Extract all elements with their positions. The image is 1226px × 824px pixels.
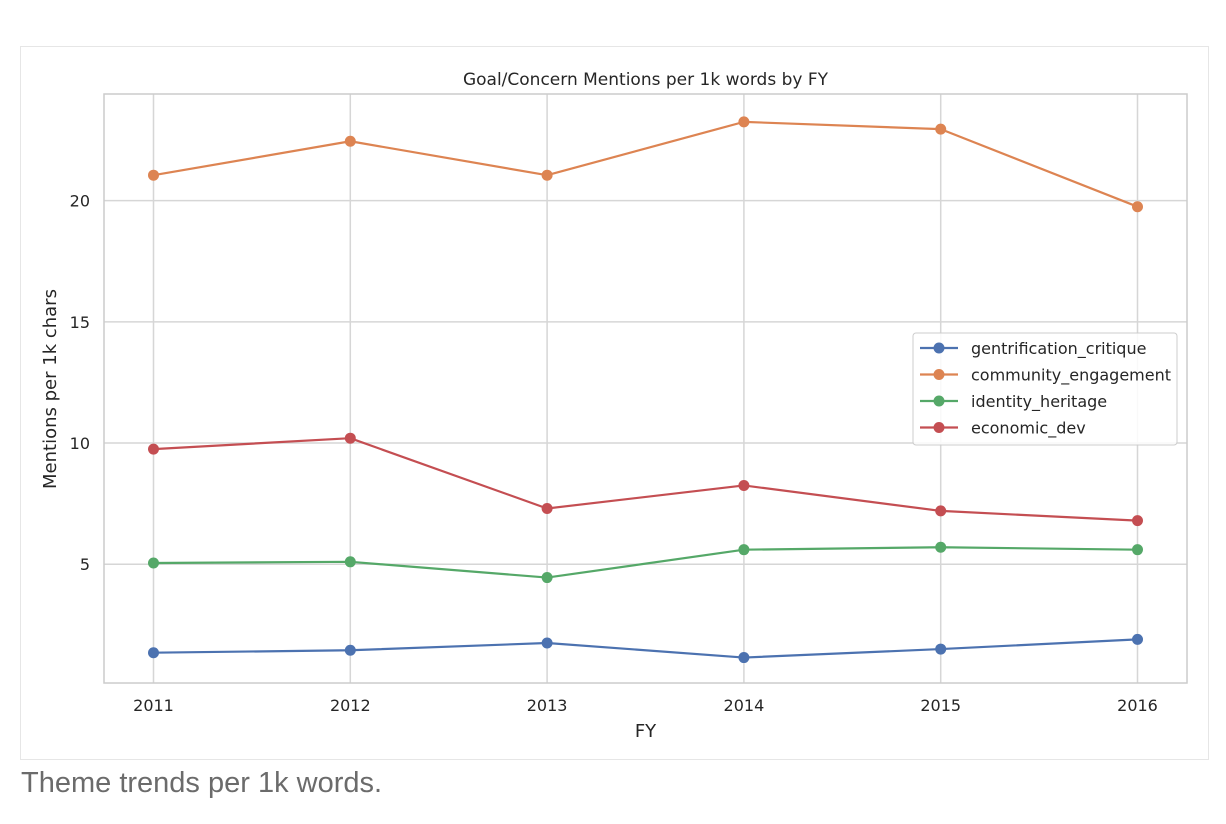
data-point xyxy=(738,544,750,556)
data-point xyxy=(541,572,553,584)
y-tick-label: 20 xyxy=(70,192,90,211)
data-point xyxy=(738,479,750,491)
data-point xyxy=(935,541,947,553)
y-tick-label: 5 xyxy=(80,555,90,574)
data-point xyxy=(148,169,159,181)
series-line xyxy=(153,546,1138,579)
y-tick-label: 15 xyxy=(70,313,90,332)
data-point xyxy=(935,505,947,517)
data-point xyxy=(935,123,947,135)
series-line xyxy=(153,437,1138,522)
y-tick-label: 10 xyxy=(70,434,90,453)
data-point xyxy=(344,644,356,656)
x-tick-label: 2014 xyxy=(724,696,765,715)
legend-label: community_engagement xyxy=(971,366,1171,386)
legend-entry: identity_heritage xyxy=(920,392,1107,412)
series-gentrification-critique xyxy=(148,633,1143,664)
data-point xyxy=(1132,515,1143,527)
data-point xyxy=(148,557,159,569)
series-economic-dev xyxy=(148,432,1143,527)
data-point xyxy=(1132,544,1143,556)
data-point xyxy=(541,637,553,649)
axes-frame xyxy=(103,93,1188,684)
legend-entry: economic_dev xyxy=(920,419,1086,439)
legend-box xyxy=(912,332,1178,446)
legend-marker xyxy=(933,342,945,354)
legend-entries: gentrification_critique community_engagem… xyxy=(920,339,1171,439)
x-tick-label: 2011 xyxy=(133,696,174,715)
data-point xyxy=(1132,633,1143,645)
series-community-engagement xyxy=(148,116,1143,213)
x-axis-label: FY xyxy=(635,721,657,742)
legend-entry: gentrification_critique xyxy=(920,339,1146,359)
y-axis-label: Mentions per 1k chars xyxy=(40,289,61,489)
data-point xyxy=(344,432,356,444)
line-chart: 2011 2012 2013 2014 2015 2016 5 10 15 20 Goal/Con… xyxy=(40,70,1188,742)
legend-label: economic_dev xyxy=(971,419,1086,439)
chart-title: Goal/Concern Mentions per 1k words by FY xyxy=(463,70,829,90)
data-point xyxy=(738,652,750,664)
legend-label: identity_heritage xyxy=(971,392,1107,412)
series-layer xyxy=(148,116,1143,664)
series-identity-heritage xyxy=(148,541,1143,584)
data-point xyxy=(738,116,750,128)
x-tick-label: 2015 xyxy=(920,696,961,715)
x-tick-label: 2013 xyxy=(527,696,568,715)
data-point xyxy=(541,502,553,514)
data-point xyxy=(541,169,553,181)
data-point xyxy=(148,443,159,455)
tick-layer: 2011 2012 2013 2014 2015 2016 5 10 15 20 xyxy=(70,192,1158,715)
data-point xyxy=(148,647,159,659)
data-point xyxy=(1132,201,1143,213)
data-point xyxy=(935,643,947,655)
legend-marker xyxy=(933,422,945,433)
x-tick-label: 2012 xyxy=(330,696,371,715)
legend-label: gentrification_critique xyxy=(971,339,1146,359)
figure-frame: 2011 2012 2013 2014 2015 2016 5 10 15 20 Goal/Con… xyxy=(20,46,1209,760)
data-point xyxy=(344,135,356,147)
figure-caption: Theme trends per 1k words. xyxy=(21,767,383,799)
series-line xyxy=(153,120,1138,208)
series-line xyxy=(153,638,1138,659)
legend-marker xyxy=(933,395,945,407)
data-point xyxy=(344,556,356,568)
legend-marker xyxy=(933,369,945,380)
x-tick-label: 2016 xyxy=(1117,696,1158,715)
legend: gentrification_critique community_engagem… xyxy=(912,332,1178,446)
legend-entry: community_engagement xyxy=(920,366,1171,386)
